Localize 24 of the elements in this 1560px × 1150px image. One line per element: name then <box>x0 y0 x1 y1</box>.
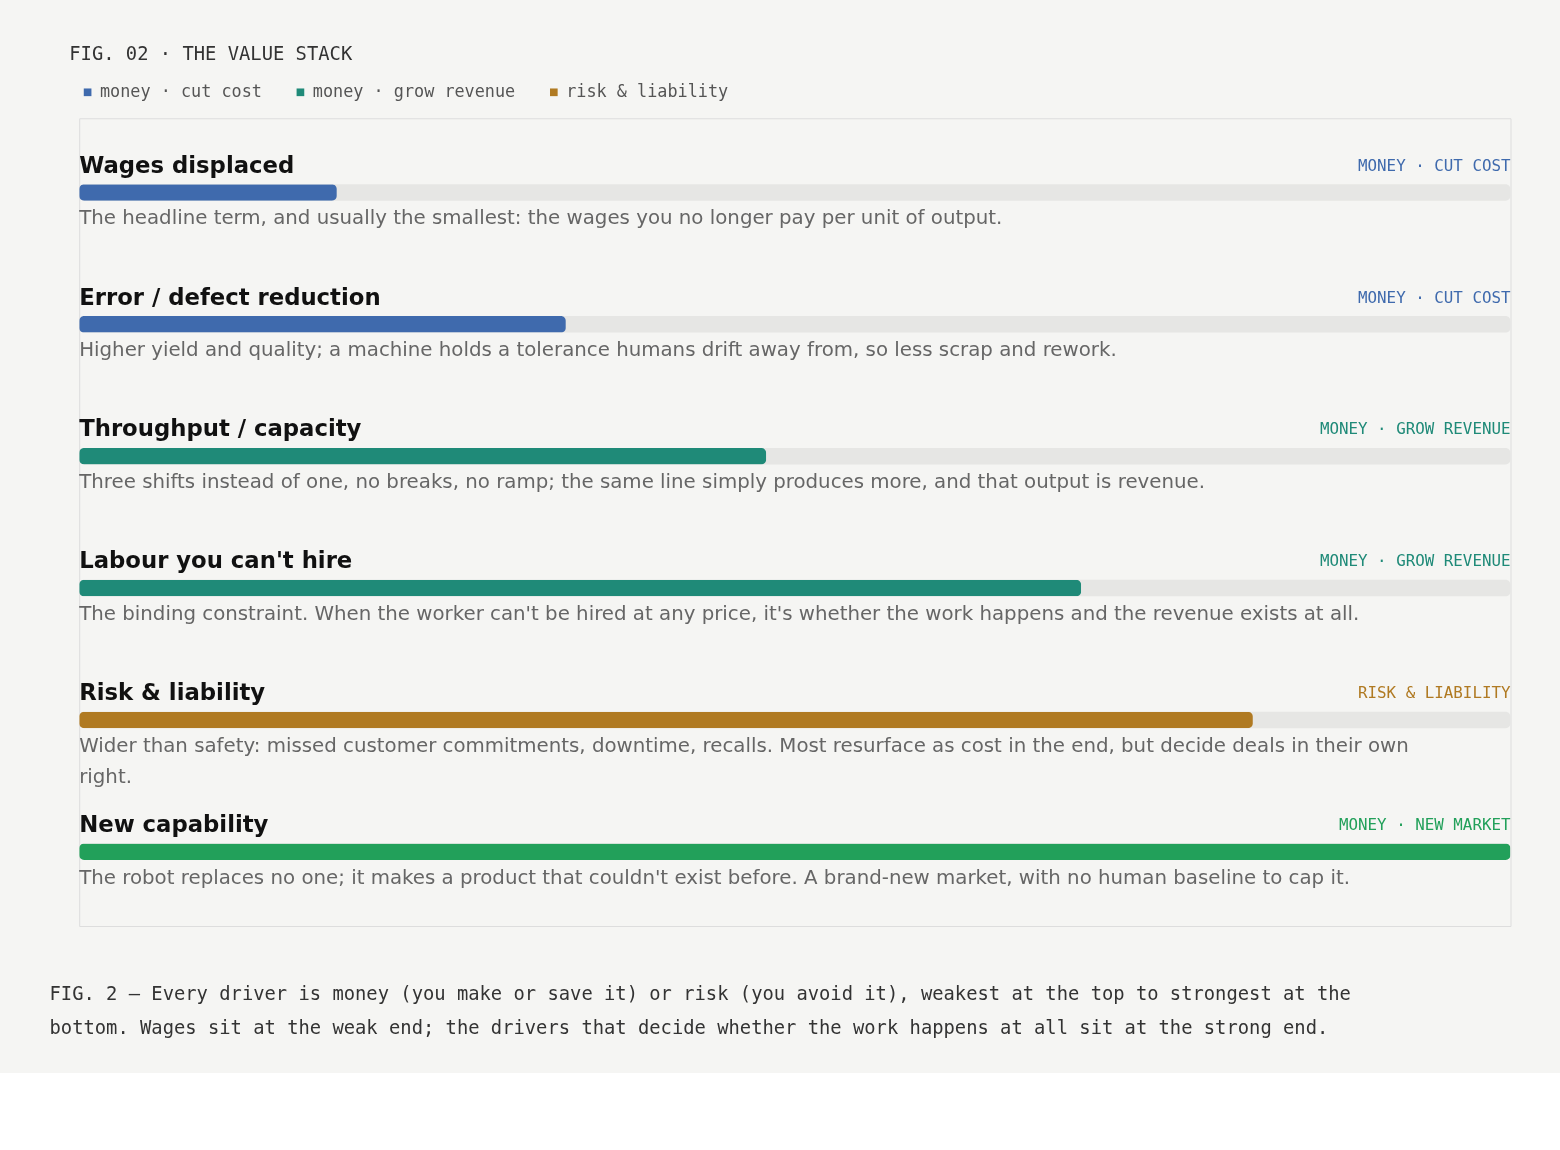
annotation: MONEY · GROW REVENUE <box>1319 551 1511 571</box>
annotation: The robot replaces no one; it makes a product that couldn't exist before. A brand-new market, with no human baseline to cap it. <box>78 865 1350 889</box>
chart-title: FIG. 02 · THE VALUE STACK <box>69 42 353 64</box>
legend-label: money · grow revenue <box>312 81 516 102</box>
y-tick-label: Error / defect reduction <box>79 283 381 310</box>
annotation: RISK & LIABILITY <box>1358 683 1511 703</box>
annotation: Three shifts instead of one, no breaks, no ramp; the same line simply produces more, and that output is revenue. <box>78 469 1205 493</box>
caption: FIG. 2 — Every driver is money (you make or save it) or risk (you avoid it), weakest at the top to strongest at the bottom. Wages sit at the weak end; the drivers that decide whether the work happens at all sit at the strong end. <box>49 983 1351 1038</box>
annotation: Wider than safety: missed customer commitments, downtime, recalls. Most resurface as cost in the end, but decide deals in their own right. <box>79 733 1409 789</box>
annotation: MONEY · CUT COST <box>1358 287 1511 307</box>
annotation: The binding constraint. When the worker can't be hired at any price, it's whether the work happens and the revenue exists at all. <box>78 601 1360 625</box>
y-tick-label: Risk & liability <box>79 679 266 706</box>
bar <box>79 184 337 201</box>
annotation: MONEY · CUT COST <box>1358 155 1511 175</box>
y-tick-label: New capability <box>79 811 269 838</box>
y-tick-label: Labour you can't hire <box>79 547 353 574</box>
y-tick-label: Throughput / capacity <box>79 415 362 442</box>
annotation: The headline term, and usually the smallest: the wages you no longer pay per unit of output. <box>78 206 1003 230</box>
annotation: MONEY · NEW MARKET <box>1338 815 1511 835</box>
annotation: MONEY · GROW REVENUE <box>1319 419 1511 439</box>
legend-label: risk & liability <box>566 81 729 102</box>
annotation: Higher yield and quality; a machine holds a tolerance humans drift away from, so less scrap and rework. <box>79 338 1117 362</box>
legend-label: money · cut cost <box>99 81 262 102</box>
y-tick-label: Wages displaced <box>79 151 295 178</box>
